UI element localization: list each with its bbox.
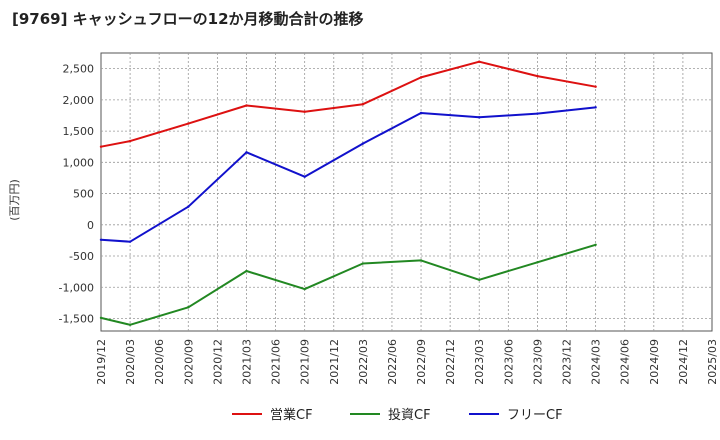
data-point	[187, 306, 190, 309]
x-tick-label: 2021/03	[240, 339, 253, 385]
y-tick-label: -1,000	[59, 281, 94, 294]
x-tick-label: 2023/12	[561, 339, 574, 385]
data-point	[419, 76, 423, 79]
data-point	[128, 240, 132, 243]
data-point	[99, 238, 103, 241]
data-point	[419, 259, 423, 262]
data-point	[361, 262, 365, 265]
x-tick-label: 2020/03	[124, 339, 137, 385]
x-tick-label: 2021/09	[299, 339, 312, 385]
x-tick-label: 2021/12	[328, 339, 341, 385]
data-point	[303, 175, 306, 178]
axis-layer: 2019/12 2020/03 2020/06 2020/09 2020/12 2021/…	[59, 63, 719, 385]
x-tick-label: 2023/06	[502, 339, 515, 385]
data-point	[594, 243, 597, 246]
data-point	[128, 323, 132, 326]
series-line-1	[100, 60, 596, 148]
x-tick-label: 2020/12	[211, 339, 224, 385]
y-tick-label: 0	[87, 219, 94, 232]
data-point	[128, 139, 132, 143]
data-point	[594, 106, 597, 109]
legend-label: 営業CF	[270, 407, 313, 423]
data-point	[99, 316, 103, 320]
data-point	[99, 145, 103, 148]
x-tick-label: 2023/09	[531, 339, 544, 385]
data-point	[361, 142, 365, 145]
x-tick-label: 2025/03	[706, 339, 719, 385]
plot-frame	[100, 52, 713, 332]
data-point	[536, 112, 539, 115]
data-point	[536, 74, 539, 78]
data-point	[303, 110, 306, 113]
data-point	[245, 104, 248, 107]
x-tick-label: 2020/09	[182, 339, 195, 385]
x-tick-label: 2021/06	[270, 339, 283, 385]
x-tick-label: 2023/03	[473, 339, 486, 385]
data-point	[478, 278, 481, 281]
x-tick-label: 2020/06	[153, 339, 166, 385]
y-tick-label: 1,000	[63, 156, 95, 169]
data-point	[419, 111, 423, 115]
y-tick-label: 2,500	[63, 63, 95, 76]
y-tick-label: 1,500	[63, 125, 95, 138]
y-tick-label: -500	[69, 250, 94, 263]
x-tick-label: 2024/12	[677, 339, 690, 385]
legend-label: フリーCF	[507, 408, 563, 423]
y-axis-label: (百万円)	[8, 179, 21, 221]
series-line-3	[100, 106, 596, 243]
x-tick-label: 2019/12	[95, 339, 108, 385]
x-tick-label: 2024/06	[619, 339, 632, 385]
x-tick-label: 2024/09	[648, 339, 661, 385]
x-tick-label: 2022/03	[357, 339, 370, 385]
y-tick-label: 2,000	[63, 94, 95, 107]
x-tick-label: 2024/03	[590, 339, 603, 385]
data-point	[594, 85, 597, 88]
data-point	[187, 122, 190, 125]
data-point	[478, 60, 481, 63]
legend-label: 投資CF	[388, 407, 431, 423]
data-point	[187, 205, 190, 208]
x-tick-label: 2022/12	[444, 339, 457, 385]
x-tick-label: 2022/06	[386, 339, 399, 385]
x-tick-label: 2022/09	[415, 339, 428, 385]
data-point	[245, 151, 248, 154]
y-tick-label: -1,500	[59, 313, 94, 326]
y-tick-label: 500	[73, 188, 94, 201]
data-point	[245, 269, 248, 273]
data-point	[303, 287, 306, 291]
data-point	[361, 103, 365, 106]
data-point	[536, 261, 539, 264]
chart-title: [9769] キャッシュフローの12か月移動合計の推移	[12, 10, 364, 28]
series-layer	[99, 60, 597, 326]
legend: 営業CF 投資CF フリーCF	[232, 407, 563, 423]
grid-layer	[100, 52, 713, 332]
series-line-2	[100, 243, 596, 326]
data-point	[478, 116, 481, 119]
